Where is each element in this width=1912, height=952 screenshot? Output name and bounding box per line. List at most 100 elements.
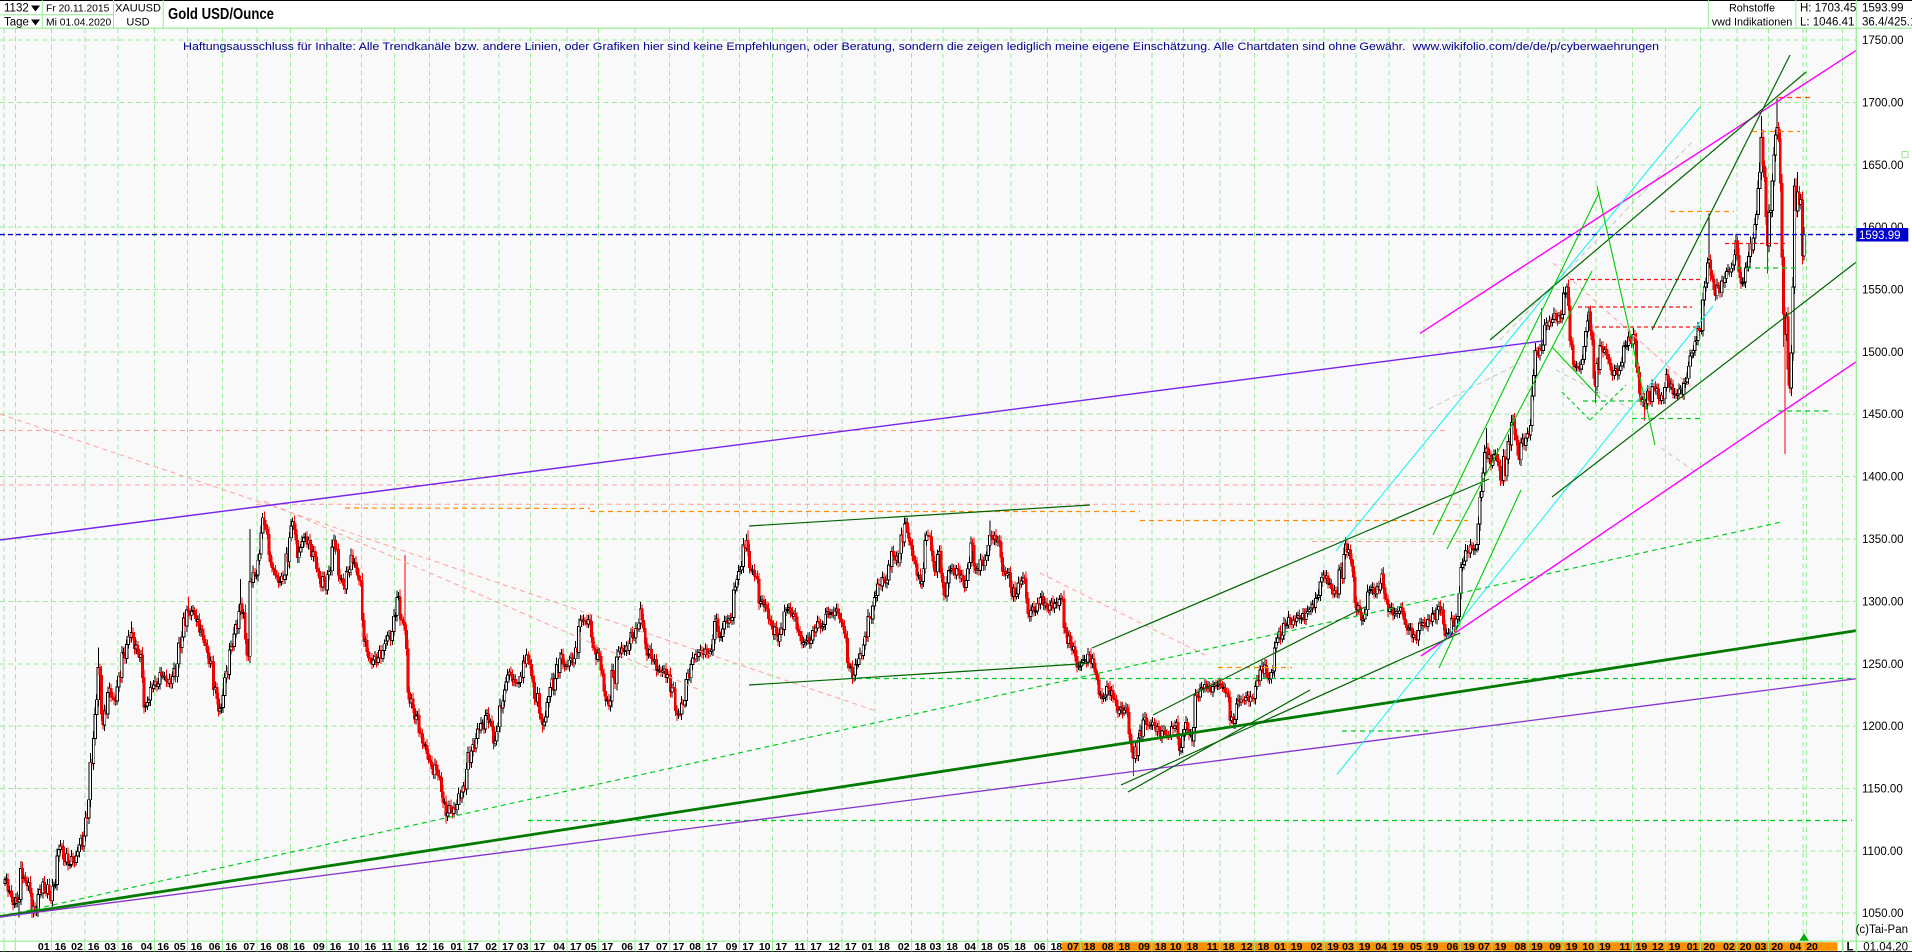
svg-text:16: 16	[191, 941, 203, 952]
svg-text:11: 11	[1619, 941, 1630, 952]
svg-text:1593.99: 1593.99	[1862, 3, 1904, 15]
svg-text:17: 17	[502, 941, 514, 952]
svg-text:04: 04	[141, 941, 153, 952]
svg-text:03: 03	[1342, 941, 1354, 952]
svg-text:19: 19	[1291, 941, 1303, 952]
svg-text:01: 01	[451, 941, 463, 952]
svg-text:Tage: Tage	[4, 17, 29, 29]
svg-text:17: 17	[534, 941, 546, 952]
svg-text:04: 04	[1375, 941, 1387, 952]
svg-text:10: 10	[759, 941, 771, 952]
svg-text:16: 16	[398, 941, 410, 952]
svg-text:02: 02	[485, 941, 497, 952]
svg-text:19: 19	[1599, 941, 1611, 952]
svg-text:17: 17	[638, 941, 650, 952]
svg-text:12: 12	[1652, 941, 1664, 952]
svg-text:19: 19	[1566, 941, 1578, 952]
svg-text:05: 05	[174, 941, 186, 952]
svg-text:20: 20	[1740, 941, 1752, 952]
svg-text:08: 08	[689, 941, 701, 952]
svg-text:18: 18	[1155, 941, 1167, 952]
svg-text:02: 02	[1723, 941, 1735, 952]
svg-text:01.04.20: 01.04.20	[1863, 941, 1908, 952]
svg-text:1250.00: 1250.00	[1862, 659, 1904, 671]
svg-text:10: 10	[348, 941, 360, 952]
svg-text:17: 17	[673, 941, 685, 952]
svg-text:Gold USD/Ounce: Gold USD/Ounce	[168, 6, 274, 23]
svg-text:16: 16	[432, 941, 444, 952]
svg-text:16: 16	[88, 941, 100, 952]
svg-text:16: 16	[157, 941, 169, 952]
svg-text:01: 01	[1274, 941, 1286, 952]
svg-text:04: 04	[964, 941, 976, 952]
svg-text:12: 12	[416, 941, 428, 952]
svg-text:1500.00: 1500.00	[1862, 347, 1904, 359]
svg-text:36.4/425.11: 36.4/425.11	[1862, 17, 1912, 29]
svg-text:17: 17	[776, 941, 788, 952]
svg-text:18: 18	[1014, 941, 1026, 952]
svg-text:06: 06	[621, 941, 633, 952]
svg-text:17: 17	[602, 941, 614, 952]
svg-text:1350.00: 1350.00	[1862, 534, 1904, 546]
svg-text:03: 03	[517, 941, 529, 952]
svg-text:18: 18	[1084, 941, 1096, 952]
svg-text:19: 19	[1427, 941, 1439, 952]
svg-text:17: 17	[706, 941, 718, 952]
svg-text:17: 17	[845, 941, 857, 952]
svg-text:18: 18	[1223, 941, 1235, 952]
svg-text:1593.99: 1593.99	[1859, 230, 1901, 242]
svg-text:09: 09	[313, 941, 325, 952]
svg-text:20: 20	[1771, 941, 1783, 952]
svg-text:19: 19	[1359, 941, 1371, 952]
svg-text:06: 06	[1447, 941, 1459, 952]
svg-text:19: 19	[1531, 941, 1543, 952]
svg-text:19: 19	[1495, 941, 1507, 952]
svg-text:XAUUSD: XAUUSD	[115, 3, 161, 15]
svg-text:18: 18	[1051, 941, 1063, 952]
svg-text:17: 17	[742, 941, 754, 952]
svg-text:18: 18	[981, 941, 993, 952]
svg-text:19: 19	[1636, 941, 1648, 952]
svg-text:18: 18	[1119, 941, 1131, 952]
svg-text:18: 18	[878, 941, 890, 952]
svg-text:08: 08	[1102, 941, 1114, 952]
svg-text:07: 07	[1478, 941, 1490, 952]
svg-text:01: 01	[38, 941, 50, 952]
svg-text:05: 05	[1410, 941, 1422, 952]
svg-text:17: 17	[570, 941, 582, 952]
svg-text:1100.00: 1100.00	[1862, 846, 1903, 858]
svg-text:16: 16	[225, 941, 237, 952]
svg-text:10: 10	[1582, 941, 1594, 952]
svg-text:Mi 01.04.2020: Mi 01.04.2020	[46, 18, 112, 29]
svg-text:11: 11	[382, 941, 393, 952]
svg-text:10: 10	[1170, 941, 1182, 952]
svg-text:1050.00: 1050.00	[1862, 908, 1904, 920]
svg-text:L: 1046.41: L: 1046.41	[1800, 17, 1854, 29]
svg-text:06: 06	[1034, 941, 1046, 952]
svg-text:08: 08	[277, 941, 289, 952]
svg-text:16: 16	[260, 941, 272, 952]
svg-text:(c)Tai-Pan: (c)Tai-Pan	[1856, 924, 1908, 936]
svg-text:09: 09	[1138, 941, 1150, 952]
svg-text:18: 18	[1187, 941, 1199, 952]
svg-text:1750.00: 1750.00	[1862, 35, 1904, 47]
svg-text:1450.00: 1450.00	[1862, 409, 1904, 421]
svg-text:01: 01	[862, 941, 874, 952]
svg-text:16: 16	[365, 941, 377, 952]
svg-text:19: 19	[1392, 941, 1404, 952]
svg-text:16: 16	[293, 941, 305, 952]
svg-text:07: 07	[1067, 941, 1079, 952]
svg-text:11: 11	[794, 941, 805, 952]
svg-text:03: 03	[930, 941, 942, 952]
svg-text:20: 20	[1806, 941, 1818, 952]
svg-text:1550.00: 1550.00	[1862, 285, 1904, 297]
svg-text:12: 12	[828, 941, 840, 952]
svg-text:04: 04	[1790, 941, 1802, 952]
svg-text:Rohstoffe: Rohstoffe	[1729, 3, 1775, 15]
svg-text:16: 16	[55, 941, 67, 952]
svg-text:1150.00: 1150.00	[1862, 784, 1903, 796]
svg-text:Haftungsausschluss für Inhalte: Haftungsausschluss für Inhalte: Alle Tre…	[183, 41, 1659, 53]
svg-text:16: 16	[330, 941, 342, 952]
svg-text:03: 03	[104, 941, 116, 952]
svg-text:02: 02	[1311, 941, 1323, 952]
